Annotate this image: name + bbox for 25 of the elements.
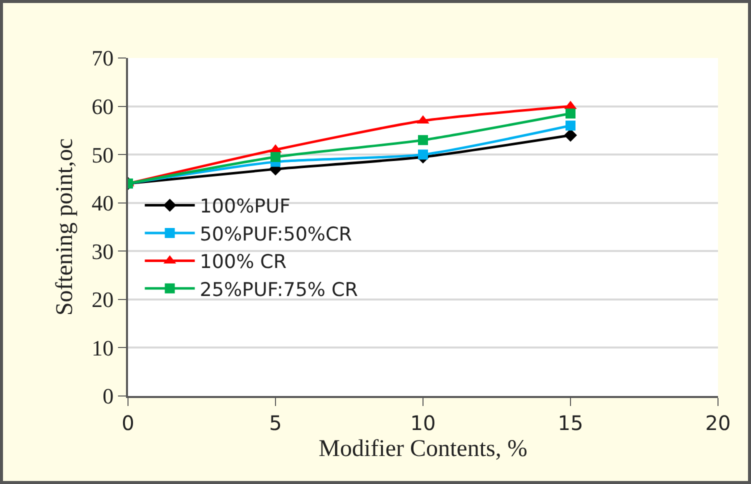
y-tick-label: 20 — [92, 287, 114, 312]
y-tick-label: 40 — [92, 190, 114, 216]
y-tick-label: 0 — [102, 384, 114, 409]
y-tick-label: 60 — [92, 94, 114, 119]
x-tick-label: 20 — [705, 411, 731, 435]
y-tick-label: 50 — [92, 142, 114, 168]
y-tick-label: 70 — [92, 46, 114, 71]
point — [418, 135, 428, 146]
x-axis-title: Modifier Contents, % — [318, 436, 528, 462]
legend-label: 100%PUF — [200, 196, 290, 218]
legend-label: 25%PUF:75% CR — [200, 278, 358, 301]
x-tick-label: 10 — [410, 411, 436, 435]
x-tick-label: 5 — [269, 411, 282, 435]
legend-label: 100% CR — [200, 251, 287, 274]
y-tick-label: 30 — [92, 238, 114, 264]
point — [566, 108, 576, 119]
legend-label: 50%PUF:50%CR — [200, 223, 352, 246]
x-tick-label: 0 — [122, 411, 134, 435]
point — [564, 128, 577, 142]
y-tick-label: 10 — [92, 335, 114, 360]
point — [418, 150, 428, 160]
point — [566, 120, 576, 131]
y-axis-title: Softening point,oc — [52, 138, 78, 316]
x-tick-label: 15 — [558, 411, 584, 435]
point — [270, 152, 280, 162]
